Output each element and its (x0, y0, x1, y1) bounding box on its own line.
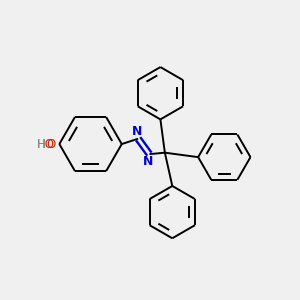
Text: O: O (46, 138, 55, 151)
Text: N: N (143, 155, 153, 168)
Text: HO: HO (37, 138, 55, 151)
Text: N: N (131, 125, 142, 138)
Text: H: H (37, 138, 46, 151)
